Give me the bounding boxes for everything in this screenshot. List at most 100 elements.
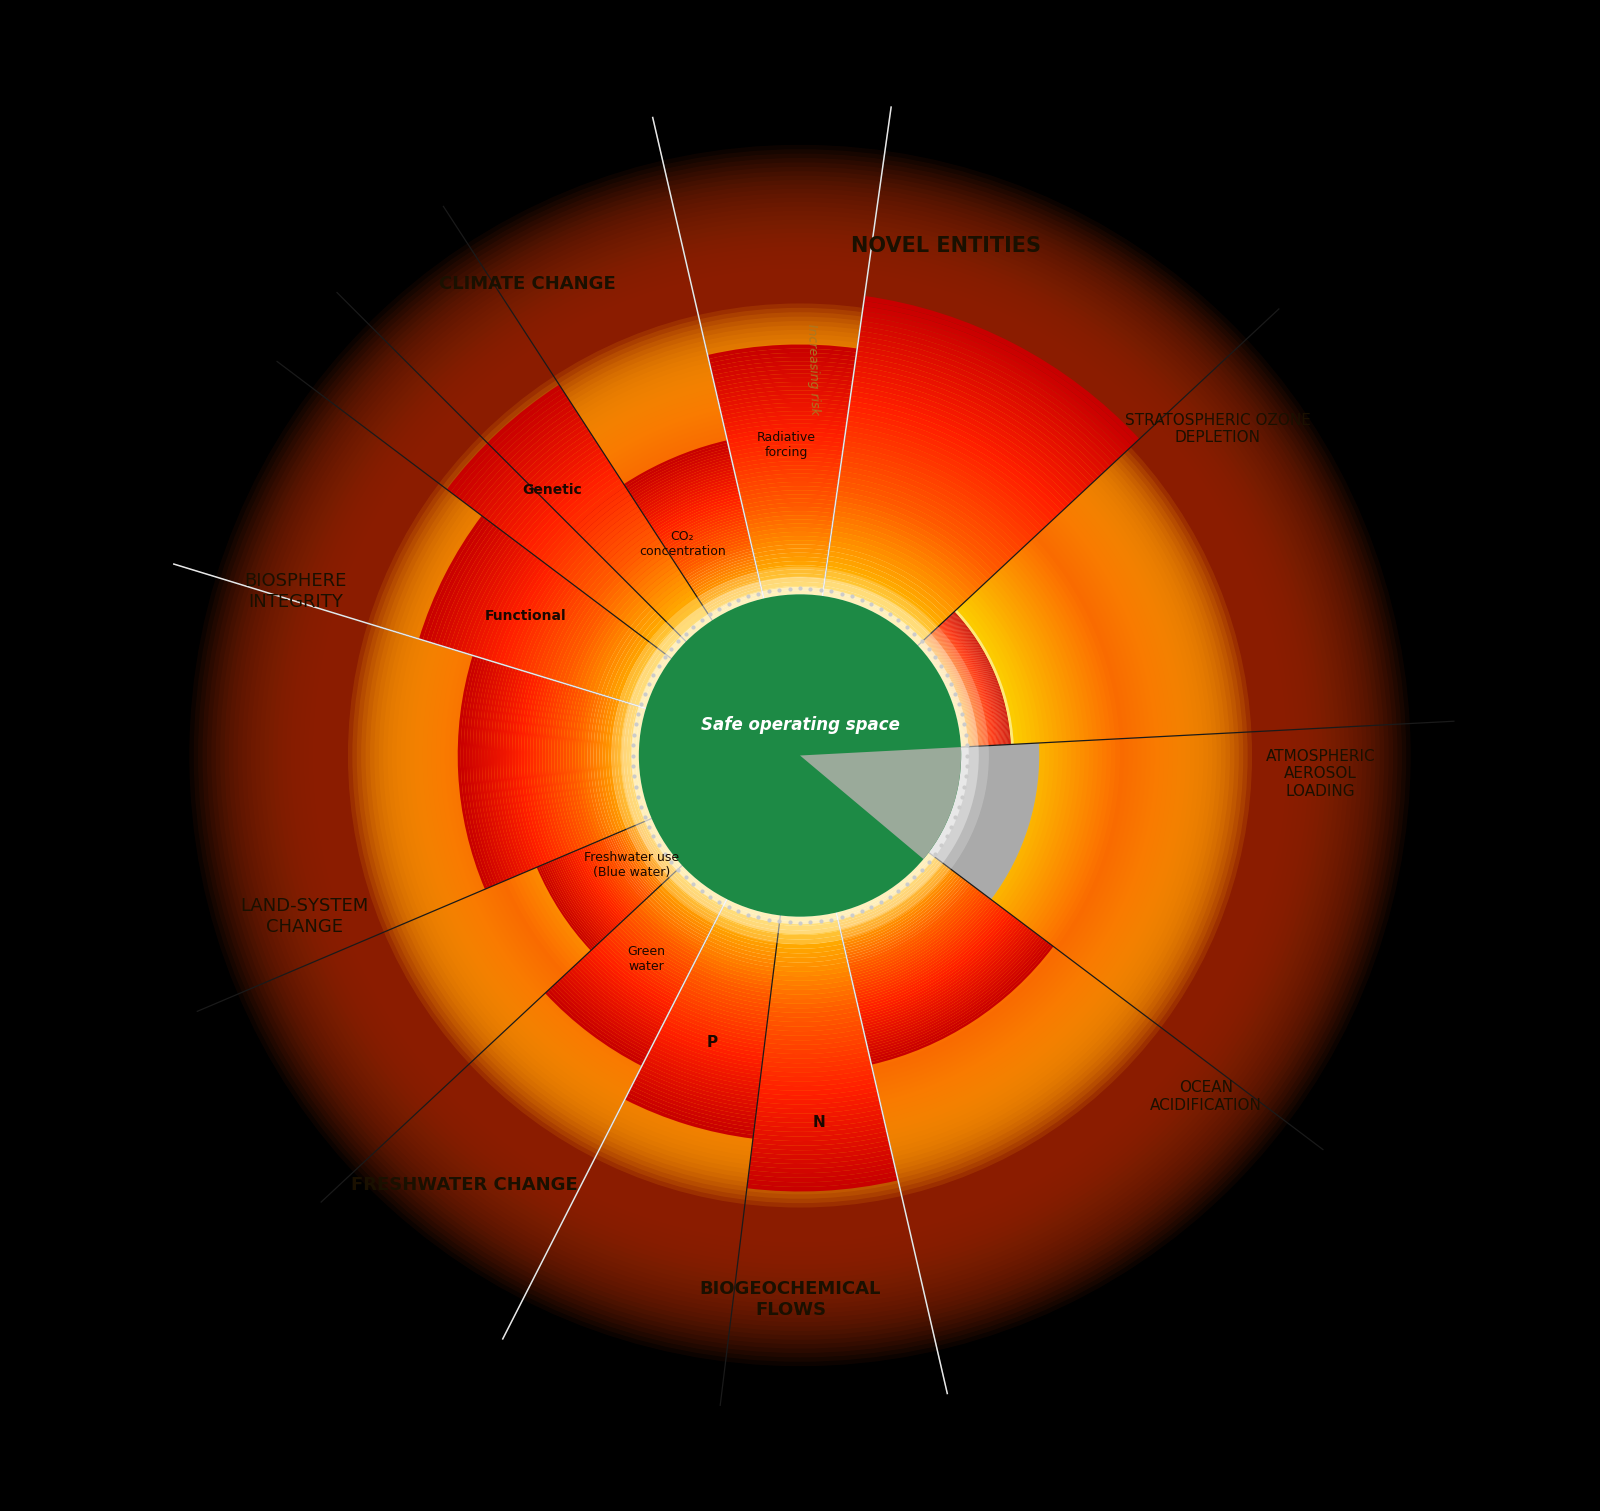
Circle shape	[490, 444, 1110, 1067]
Wedge shape	[752, 1136, 890, 1150]
Wedge shape	[594, 695, 613, 836]
Wedge shape	[858, 346, 1102, 477]
Wedge shape	[560, 686, 582, 849]
Wedge shape	[770, 988, 854, 999]
Wedge shape	[854, 901, 995, 994]
Wedge shape	[638, 654, 669, 707]
Circle shape	[560, 515, 1040, 996]
Wedge shape	[669, 574, 758, 626]
Wedge shape	[630, 650, 662, 706]
Wedge shape	[600, 697, 618, 834]
Wedge shape	[848, 885, 974, 969]
Wedge shape	[842, 864, 947, 935]
Wedge shape	[592, 470, 734, 550]
Wedge shape	[658, 887, 712, 929]
Circle shape	[550, 506, 1050, 1005]
Wedge shape	[837, 852, 931, 916]
Wedge shape	[651, 1043, 760, 1079]
Wedge shape	[832, 526, 970, 601]
Wedge shape	[530, 471, 618, 555]
Wedge shape	[835, 502, 989, 583]
Wedge shape	[642, 538, 750, 600]
Wedge shape	[853, 895, 987, 984]
Wedge shape	[722, 406, 848, 420]
Wedge shape	[704, 940, 774, 964]
Circle shape	[595, 550, 1005, 961]
Wedge shape	[714, 370, 854, 384]
Wedge shape	[642, 656, 672, 709]
Wedge shape	[846, 416, 1051, 526]
Wedge shape	[670, 873, 722, 913]
Wedge shape	[664, 1020, 763, 1053]
Wedge shape	[622, 644, 656, 703]
Circle shape	[437, 391, 1163, 1120]
Wedge shape	[662, 567, 757, 621]
Wedge shape	[862, 925, 1026, 1032]
Wedge shape	[603, 550, 669, 610]
Wedge shape	[554, 860, 606, 938]
Wedge shape	[946, 620, 1000, 745]
Wedge shape	[832, 521, 973, 597]
Circle shape	[510, 467, 1090, 1044]
Circle shape	[498, 453, 1102, 1058]
Wedge shape	[758, 1086, 877, 1100]
Wedge shape	[634, 527, 747, 592]
Wedge shape	[667, 1012, 765, 1046]
Wedge shape	[869, 938, 1045, 1055]
Wedge shape	[718, 394, 850, 408]
Circle shape	[621, 577, 979, 934]
Wedge shape	[867, 937, 1043, 1052]
Wedge shape	[648, 1049, 760, 1086]
Wedge shape	[502, 568, 554, 665]
Wedge shape	[619, 506, 742, 577]
Wedge shape	[758, 1077, 875, 1091]
Wedge shape	[685, 979, 770, 1008]
Wedge shape	[710, 357, 856, 372]
Wedge shape	[622, 511, 744, 580]
Wedge shape	[581, 692, 602, 842]
Wedge shape	[578, 449, 730, 535]
Wedge shape	[586, 621, 624, 691]
Wedge shape	[718, 390, 851, 403]
Wedge shape	[858, 910, 1006, 1006]
Wedge shape	[533, 677, 557, 860]
Wedge shape	[741, 494, 837, 505]
Wedge shape	[514, 576, 563, 669]
Wedge shape	[853, 376, 1080, 497]
Wedge shape	[584, 459, 733, 542]
Wedge shape	[582, 956, 666, 1021]
Wedge shape	[941, 624, 994, 745]
Wedge shape	[838, 858, 939, 925]
Wedge shape	[622, 830, 661, 887]
Text: Genetic: Genetic	[522, 482, 582, 497]
Wedge shape	[830, 536, 962, 607]
Wedge shape	[630, 577, 686, 630]
Wedge shape	[514, 455, 608, 542]
Wedge shape	[595, 944, 674, 1005]
Wedge shape	[634, 825, 670, 878]
Wedge shape	[419, 515, 485, 641]
Text: Radiative
forcing: Radiative forcing	[757, 431, 816, 459]
Wedge shape	[581, 848, 627, 919]
Wedge shape	[512, 671, 538, 867]
Wedge shape	[920, 642, 965, 746]
Wedge shape	[582, 848, 629, 917]
Wedge shape	[430, 523, 494, 644]
Wedge shape	[856, 357, 1094, 484]
Wedge shape	[947, 616, 1003, 745]
Wedge shape	[522, 580, 570, 671]
Wedge shape	[566, 972, 656, 1041]
Wedge shape	[718, 913, 779, 934]
Wedge shape	[749, 1157, 894, 1173]
Wedge shape	[850, 400, 1062, 515]
Wedge shape	[643, 899, 704, 946]
Wedge shape	[483, 556, 539, 660]
Wedge shape	[525, 582, 573, 672]
Wedge shape	[584, 955, 667, 1018]
Wedge shape	[843, 446, 1029, 545]
Wedge shape	[616, 833, 654, 893]
Wedge shape	[568, 854, 616, 928]
Wedge shape	[830, 530, 966, 604]
Wedge shape	[464, 657, 493, 887]
Wedge shape	[848, 884, 973, 966]
